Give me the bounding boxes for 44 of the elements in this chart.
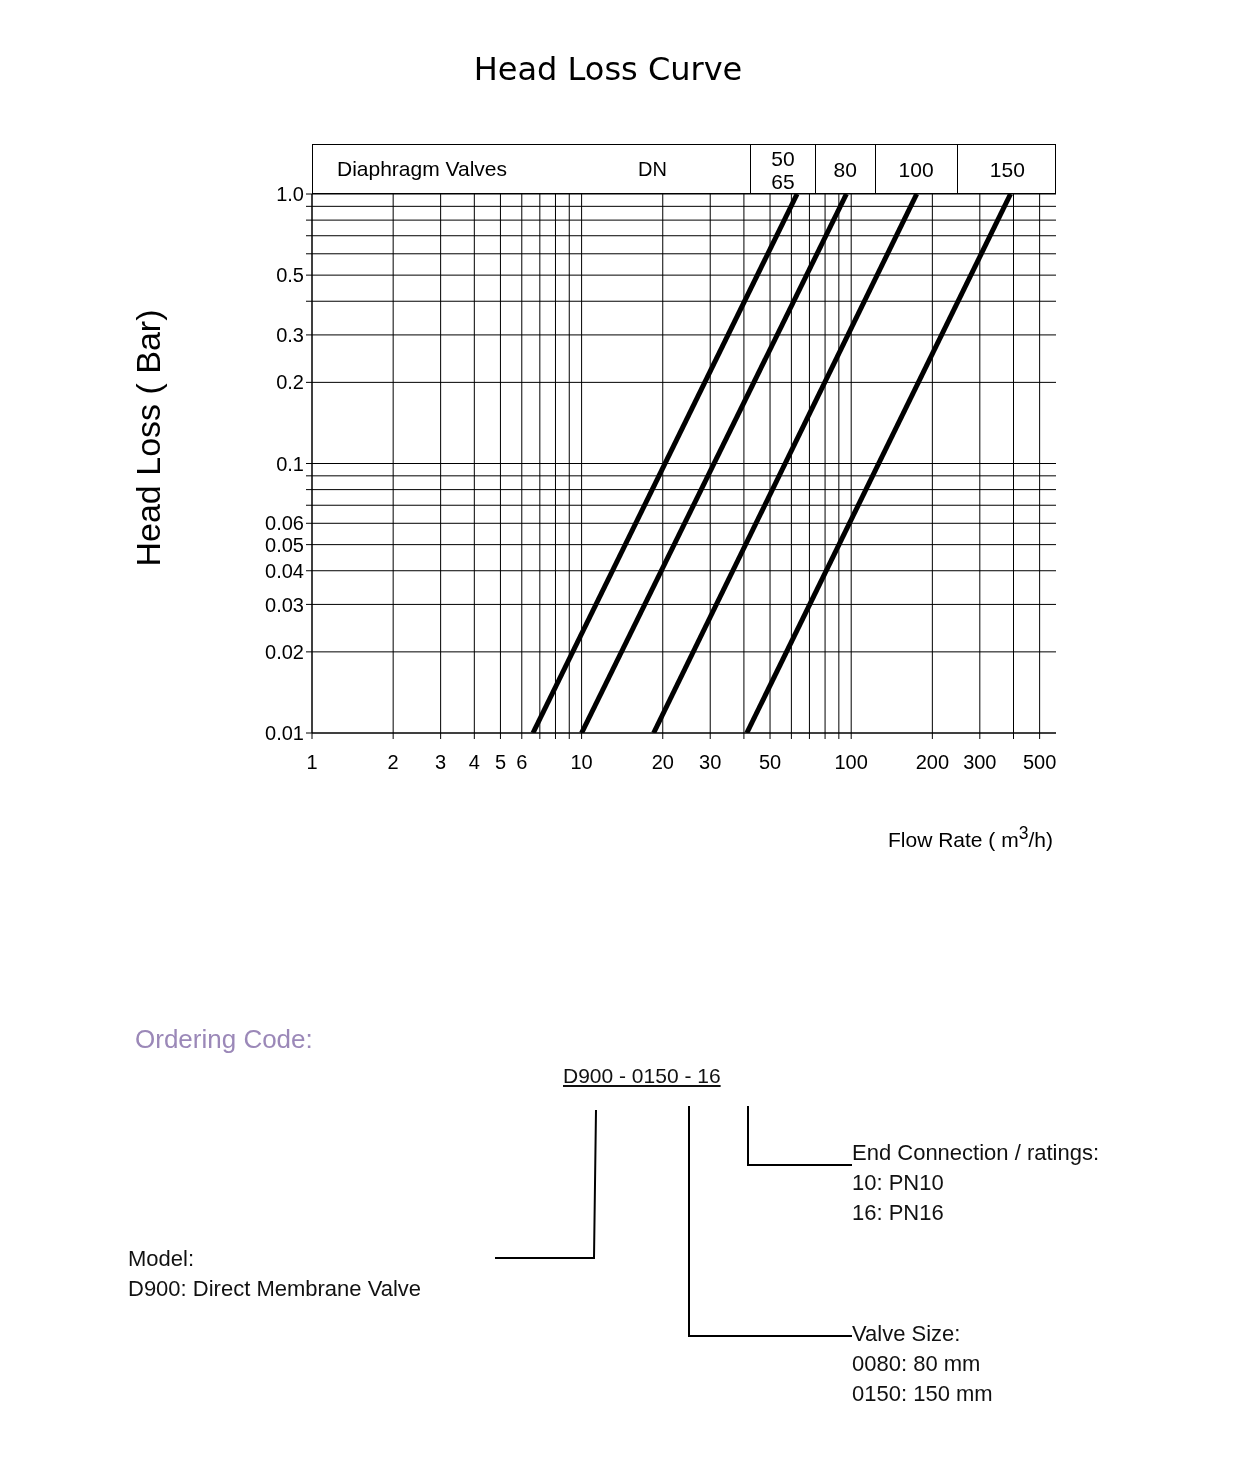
- x-tick-label: 100: [834, 751, 868, 774]
- text: D900: Direct Membrane Valve: [128, 1276, 422, 1302]
- text: D900 - 0150 - 16: [563, 1064, 721, 1088]
- y-tick-label: 0.04: [265, 559, 304, 582]
- y-tick-label: 0.1: [276, 452, 304, 475]
- legend-label: 100: [898, 158, 934, 181]
- x-tick-label: 20: [651, 751, 674, 774]
- x-tick-label: 4: [468, 751, 480, 774]
- text: 0150: 150 mm: [852, 1381, 993, 1407]
- y-tick-label: 1.0: [276, 183, 304, 206]
- x-tick-label: 2: [387, 751, 399, 774]
- text: Model:: [128, 1246, 195, 1272]
- x-tick-label: 5: [494, 751, 506, 774]
- text: End Connection / ratings:: [852, 1140, 1100, 1166]
- x-tick-label: 500: [1022, 751, 1057, 774]
- x-tick-label: 6: [516, 751, 528, 774]
- text: Ordering Code:: [135, 1024, 313, 1055]
- y-tick-label: 0.05: [265, 533, 304, 556]
- y-tick-label: 0.2: [276, 371, 304, 394]
- y-axis-title: Head Loss ( Bar): [128, 309, 168, 567]
- legend-label: 80: [833, 158, 857, 181]
- y-tick-label: 0.03: [265, 593, 304, 616]
- x-tick-label: 3: [435, 751, 447, 774]
- text: Valve Size:: [852, 1321, 961, 1347]
- y-tick-label: 0.5: [276, 264, 304, 287]
- x-tick-label: 10: [570, 751, 593, 774]
- chart-title: Head Loss Curve: [472, 50, 744, 88]
- legend-title: Diaphragm Valves: [337, 157, 508, 181]
- y-tick-label: 0.01: [265, 722, 304, 745]
- x-tick-label: 50: [758, 751, 782, 774]
- x-tick-label: 1: [306, 751, 318, 774]
- legend-label: 150: [989, 158, 1025, 181]
- x-tick-label: 200: [915, 751, 950, 774]
- text: 16: PN16: [852, 1200, 944, 1226]
- text: 0080: 80 mm: [852, 1351, 981, 1377]
- y-tick-label: 0.02: [265, 640, 304, 663]
- y-tick-label: 0.06: [265, 512, 304, 535]
- text: 10: PN10: [852, 1170, 944, 1196]
- text: DN: [638, 158, 667, 181]
- x-tick-label: 30: [699, 751, 722, 774]
- x-tick-label: 300: [963, 751, 997, 774]
- x-axis-title: Flow Rate ( m$^{3}$/h): [888, 823, 1053, 852]
- y-tick-label: 0.3: [276, 324, 304, 347]
- legend-label: 50 65: [771, 146, 795, 193]
